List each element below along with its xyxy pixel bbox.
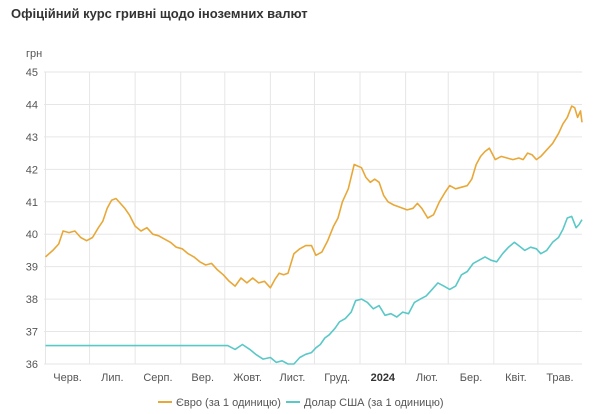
x-tick-label: Вер. bbox=[191, 372, 214, 384]
legend-item-usd[interactable]: Долар США (за 1 одиницю) bbox=[286, 397, 444, 409]
y-tick-label: 45 bbox=[26, 67, 38, 79]
x-tick-label: Квіт. bbox=[505, 372, 527, 384]
y-tick-label: 41 bbox=[26, 197, 38, 209]
series-layer bbox=[44, 105, 583, 365]
y-tick-label: 42 bbox=[26, 164, 38, 176]
legend-label: Євро (за 1 одиницю) bbox=[176, 397, 281, 409]
y-axis: 36 37 38 39 40 41 42 43 44 45 bbox=[26, 67, 38, 371]
x-tick-label: Бер. bbox=[460, 372, 483, 384]
grid-layer bbox=[44, 71, 582, 365]
y-tick-label: 36 bbox=[26, 359, 38, 371]
x-axis: Черв. Лип. Серп. Вер. Жовт. Лист. Груд. 2024 Лют… bbox=[53, 372, 573, 384]
y-axis-unit-label: грн bbox=[26, 48, 42, 60]
series-line-euro bbox=[44, 105, 583, 289]
y-tick-label: 44 bbox=[26, 99, 38, 111]
x-tick-label: Черв. bbox=[53, 372, 81, 384]
legend[interactable]: Євро (за 1 одиницю) Долар США (за 1 одини… bbox=[158, 397, 444, 409]
y-tick-label: 43 bbox=[26, 132, 38, 144]
x-tick-label: Груд. bbox=[324, 372, 350, 384]
series-line-usd bbox=[45, 215, 583, 365]
chart-title: Офіційний курс гривні щодо іноземних вал… bbox=[11, 6, 308, 21]
x-tick-label: Лип. bbox=[101, 372, 123, 384]
y-tick-label: 38 bbox=[26, 294, 38, 306]
legend-label: Долар США (за 1 одиницю) bbox=[304, 397, 444, 409]
x-tick-label: Жовт. bbox=[233, 372, 262, 384]
x-tick-label: Серп. bbox=[143, 372, 172, 384]
x-tick-label: 2024 bbox=[371, 372, 396, 384]
y-tick-label: 40 bbox=[26, 229, 38, 241]
legend-item-euro[interactable]: Євро (за 1 одиницю) bbox=[158, 397, 281, 409]
y-tick-label: 37 bbox=[26, 327, 38, 339]
x-tick-label: Лют. bbox=[416, 372, 438, 384]
y-tick-label: 39 bbox=[26, 262, 38, 274]
x-tick-label: Трав. bbox=[546, 372, 573, 384]
x-tick-label: Лист. bbox=[280, 372, 306, 384]
